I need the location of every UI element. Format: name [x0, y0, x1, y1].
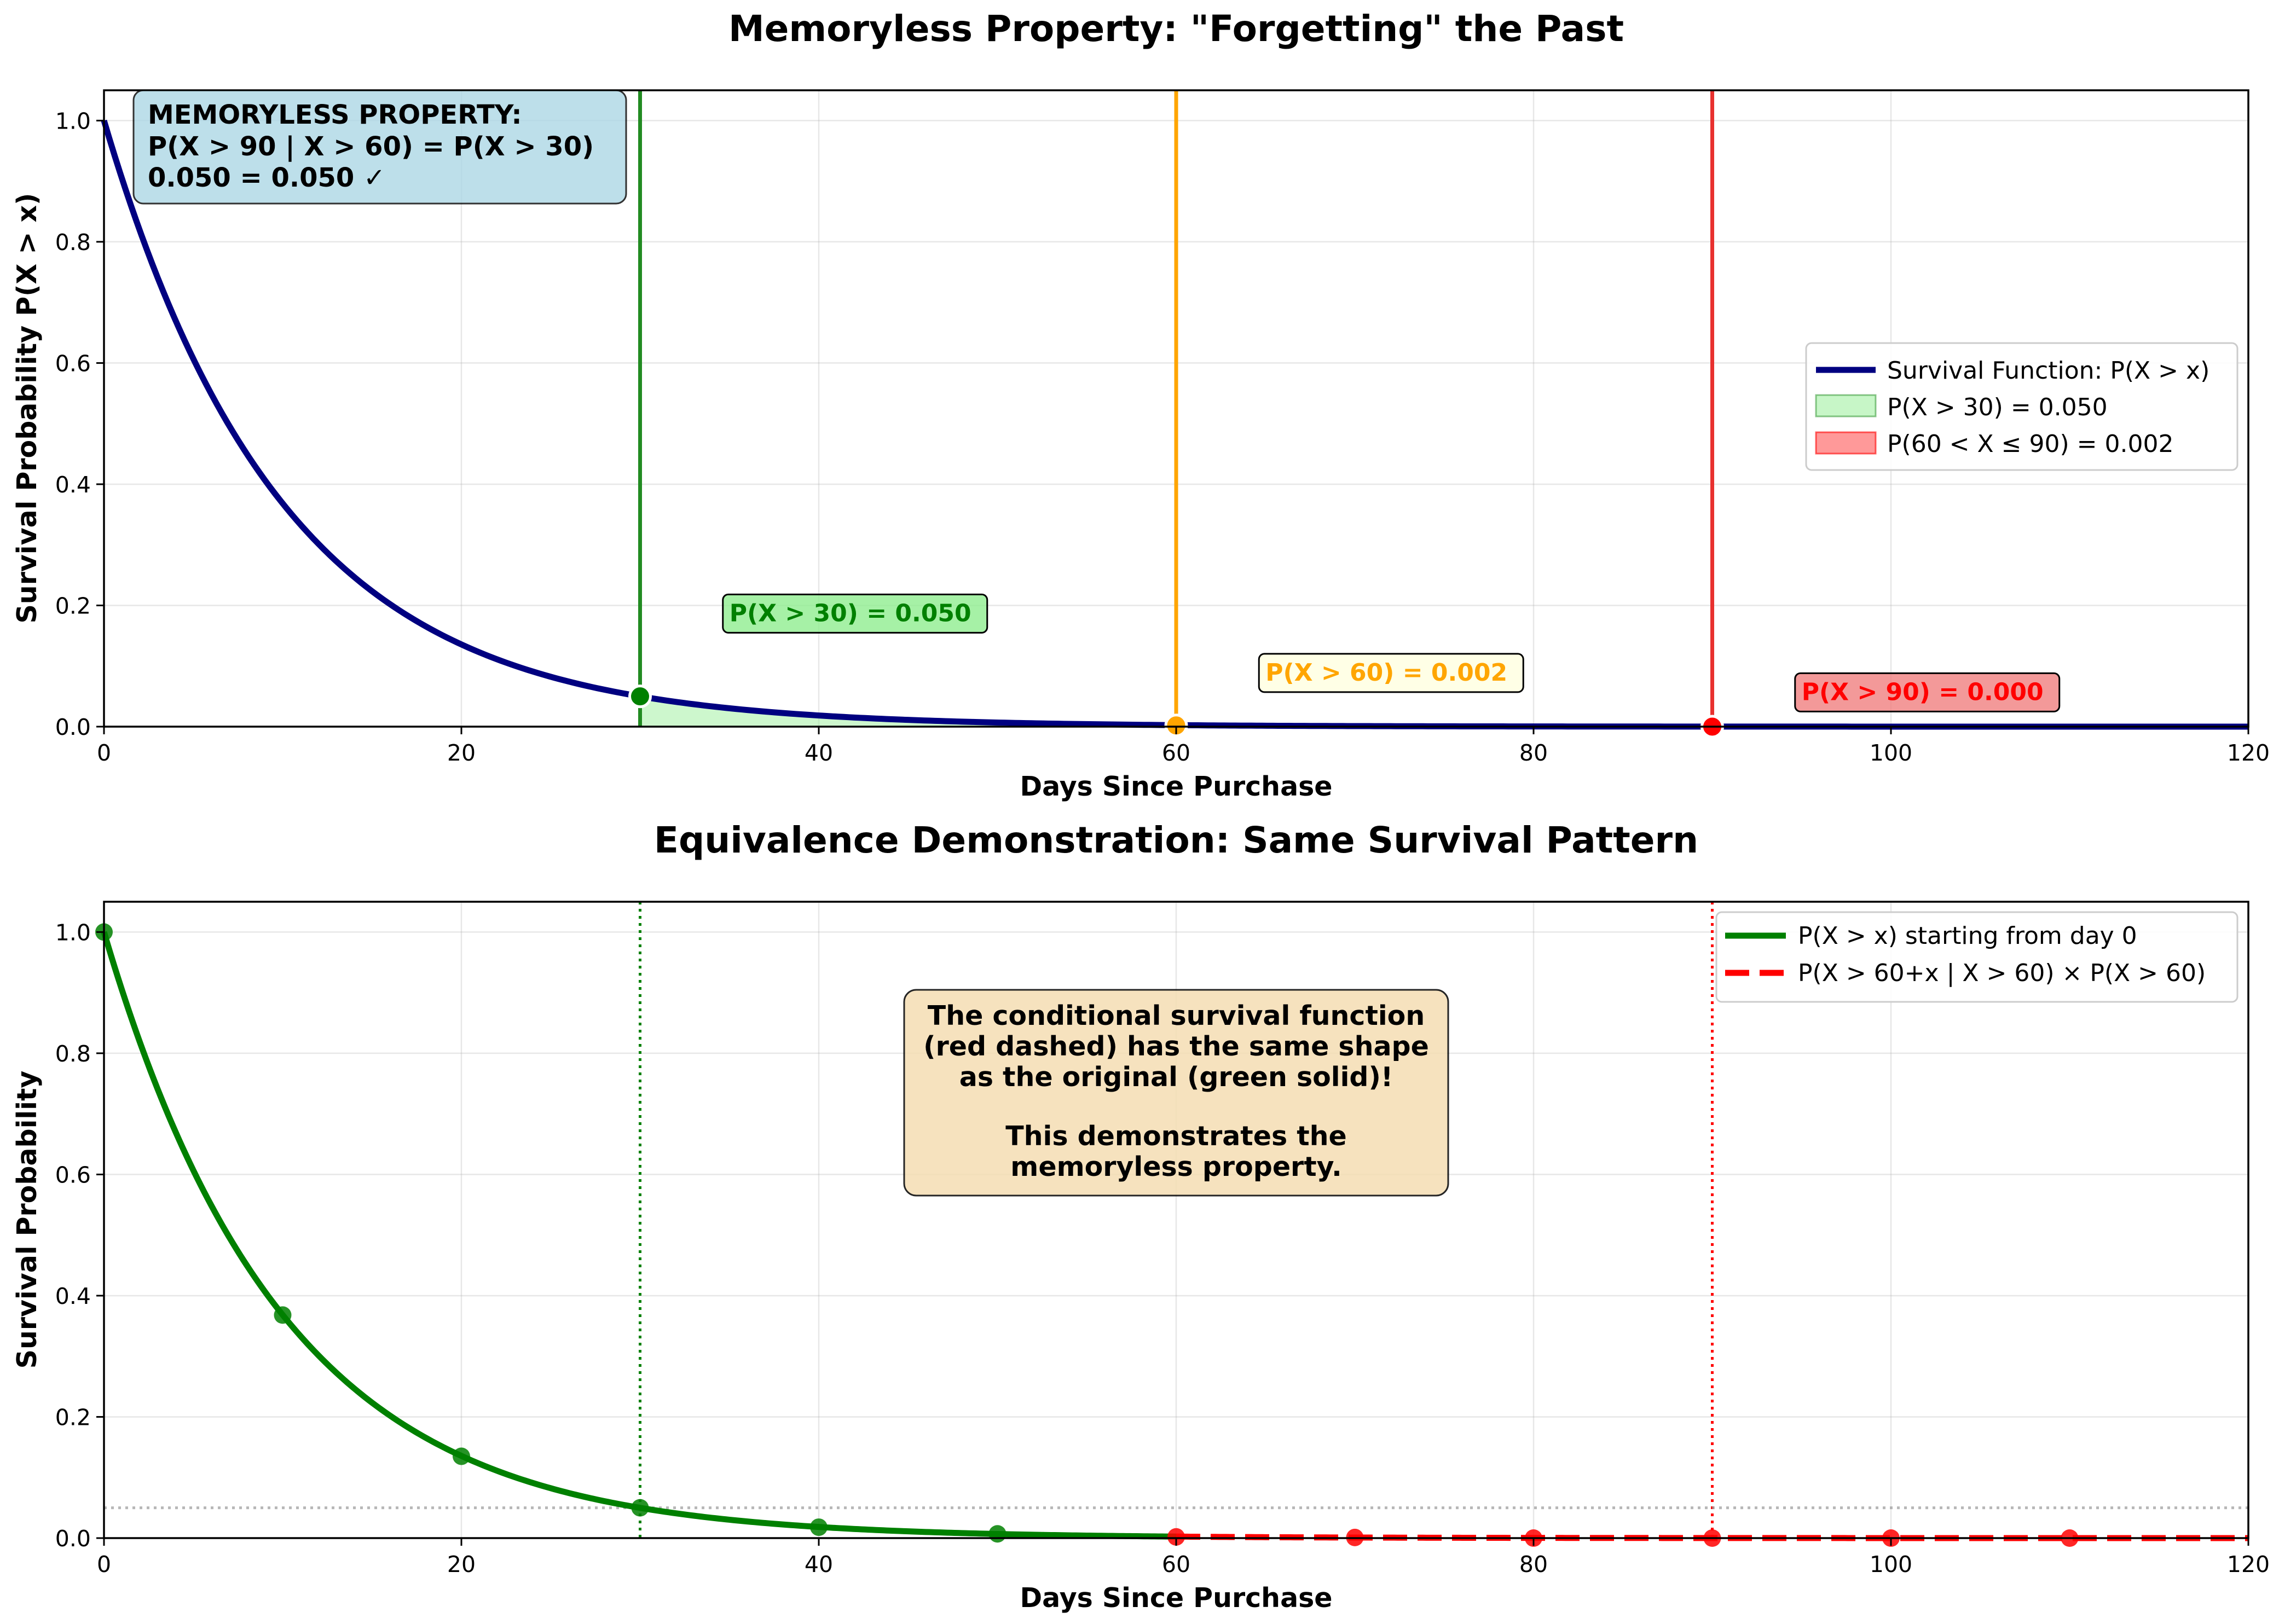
- legend: P(X > x) starting from day 0 P(X > 60+x …: [1715, 911, 2238, 1003]
- chart-title: Memoryless Property: "Forgetting" the Pa…: [728, 8, 1624, 50]
- x-tick-label: 40: [805, 740, 833, 766]
- x-tick-label: 40: [805, 1551, 833, 1577]
- y-tick-label: 0.8: [55, 1041, 91, 1067]
- y-axis-label: Survival Probability: [11, 1071, 43, 1369]
- y-axis-ticks: 0.0 0.2 0.4 0.6 0.8 1.0: [55, 108, 104, 740]
- y-tick-label: 0.2: [55, 593, 91, 619]
- x-tick-label: 0: [97, 740, 111, 766]
- annotation: P(X > 30) = 0.050: [722, 593, 988, 634]
- data-point: [988, 1525, 1007, 1543]
- y-tick-label: 0.8: [55, 229, 91, 256]
- x-tick-label: 120: [2227, 740, 2270, 766]
- equivalence-chart-panel: Equivalence Demonstration: Same Survival…: [11, 819, 2270, 1614]
- data-point: [810, 1518, 828, 1536]
- info-box-line: MEMORYLESS PROPERTY:: [148, 100, 522, 130]
- explanation-box: The conditional survival function (red d…: [903, 989, 1449, 1197]
- legend: Survival Function: P(X > x) P(X > 30) = …: [1805, 342, 2238, 471]
- explanation-line: as the original (green solid)!: [959, 1062, 1393, 1093]
- threshold-marker: [628, 685, 652, 709]
- explanation-line: memoryless property.: [1010, 1151, 1341, 1182]
- y-tick-label: 0.0: [55, 714, 91, 740]
- threshold-lines: [638, 90, 1714, 727]
- x-tick-label: 20: [447, 1551, 476, 1577]
- legend-swatch-green: [1815, 394, 1877, 417]
- memoryless-info-box: MEMORYLESS PROPERTY: P(X > 90 | X > 60) …: [132, 89, 627, 205]
- survival-chart-panel: Memoryless Property: "Forgetting" the Pa…: [11, 8, 2270, 802]
- x-axis-label: Days Since Purchase: [1020, 771, 1332, 802]
- x-tick-label: 120: [2227, 1551, 2270, 1577]
- y-tick-label: 1.0: [55, 108, 91, 134]
- data-point: [453, 1447, 470, 1465]
- x-tick-label: 100: [1870, 1551, 1912, 1577]
- legend-label: P(X > 30) = 0.050: [1887, 393, 2108, 421]
- info-box-line: 0.050 = 0.050 ✓: [148, 163, 385, 193]
- data-point: [274, 1306, 292, 1324]
- annotation-text: P(X > 60) = 0.002: [1265, 659, 1507, 687]
- info-box-line: P(X > 90 | X > 60) = P(X > 30): [148, 131, 594, 162]
- x-tick-label: 0: [97, 1551, 111, 1577]
- annotation-box: [722, 593, 988, 634]
- reference-lines: [104, 902, 2248, 1538]
- legend-label: P(X > 60+x | X > 60) × P(X > 60): [1798, 959, 2206, 987]
- x-tick-label: 20: [447, 740, 476, 766]
- explanation-line: The conditional survival function: [928, 1000, 1425, 1031]
- annotation: P(X > 90) = 0.000: [1794, 672, 2061, 712]
- y-tick-label: 0.6: [55, 350, 91, 376]
- x-tick-label: 80: [1519, 740, 1548, 766]
- explanation-line: (red dashed) has the same shape: [923, 1031, 1429, 1062]
- x-axis-label: Days Since Purchase: [1020, 1582, 1332, 1614]
- y-tick-label: 0.6: [55, 1162, 91, 1188]
- legend-label: P(60 < X ≤ 90) = 0.002: [1887, 430, 2173, 458]
- y-tick-label: 0.4: [55, 472, 91, 498]
- explanation-line: This demonstrates the: [1005, 1121, 1346, 1152]
- annotation: P(X > 60) = 0.002: [1258, 653, 1524, 693]
- annotation-box: [1258, 653, 1524, 693]
- threshold-markers: [628, 685, 1724, 739]
- y-tick-label: 0.0: [55, 1526, 91, 1552]
- shaded-region: [640, 696, 2248, 727]
- x-tick-label: 60: [1162, 1551, 1190, 1577]
- x-tick-label: 60: [1162, 740, 1190, 766]
- x-tick-label: 80: [1519, 1551, 1548, 1577]
- legend-label: P(X > x) starting from day 0: [1798, 922, 2137, 950]
- annotation-text: P(X > 30) = 0.050: [730, 599, 971, 627]
- annotation-box: [1794, 672, 2061, 712]
- legend-swatch-red: [1815, 431, 1877, 455]
- y-tick-label: 0.4: [55, 1283, 91, 1309]
- data-point: [631, 1499, 649, 1517]
- y-axis-label: Survival Probability P(X > x): [11, 193, 43, 624]
- data-point: [1167, 1528, 1185, 1546]
- threshold-marker: [1164, 714, 1188, 738]
- probability-annotations: P(X > 30) = 0.050 P(X > 60) = 0.002 P(X > …: [722, 593, 2061, 712]
- x-tick-label: 100: [1870, 740, 1912, 766]
- x-axis-ticks: 0 20 40 60 80 100 120: [97, 1538, 2270, 1577]
- annotation-text: P(X > 90) = 0.000: [1802, 678, 2044, 706]
- chart-title: Equivalence Demonstration: Same Survival…: [654, 819, 1698, 861]
- legend-label: Survival Function: P(X > x): [1887, 357, 2209, 385]
- x-axis-ticks: 0 20 40 60 80 100 120: [97, 727, 2270, 766]
- y-tick-label: 1.0: [55, 919, 91, 946]
- y-tick-label: 0.2: [55, 1404, 91, 1430]
- y-axis-ticks: 0.0 0.2 0.4 0.6 0.8 1.0: [55, 919, 104, 1552]
